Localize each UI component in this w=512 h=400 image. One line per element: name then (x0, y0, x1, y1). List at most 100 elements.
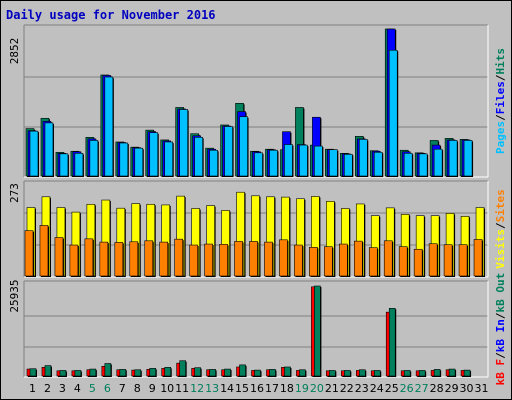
kb-out-bar (59, 370, 67, 377)
kb-out-bar (134, 369, 142, 377)
pages-bar (194, 137, 203, 177)
kb-out-bar (74, 370, 82, 377)
kb-out-bar (463, 369, 471, 377)
pages-bar (314, 145, 323, 177)
kb-out-bar (164, 367, 172, 377)
sites-bar (458, 244, 468, 277)
pages-bar (403, 153, 413, 177)
kb-out-bar (388, 308, 396, 377)
day-label: 15 (235, 382, 249, 395)
pages-bar (164, 141, 174, 177)
pages-bar (418, 153, 428, 177)
pages-bar (284, 144, 293, 177)
legend-entry: kB Out (494, 273, 507, 313)
sites-bar (309, 247, 318, 277)
day-label: 31 (475, 382, 489, 395)
pages-bar (388, 49, 398, 177)
day-label: 21 (325, 382, 339, 395)
kb-out-bar (448, 368, 456, 377)
sites-bar (339, 243, 348, 277)
y-max-label: 273 (8, 183, 21, 203)
sites-bar (204, 243, 213, 277)
day-label: 18 (280, 382, 294, 395)
kb-out-bar (179, 360, 186, 377)
day-label: 2 (44, 382, 51, 395)
sites-bar (398, 246, 408, 277)
sites-bar (473, 239, 483, 277)
pages-bar (433, 148, 443, 177)
day-label: 29 (445, 382, 459, 395)
day-label: 7 (119, 382, 126, 395)
legend-1: Visits/Sites (494, 189, 507, 269)
panel-background (24, 281, 488, 377)
legend-entry: Files (494, 81, 507, 114)
sites-bar (443, 244, 453, 277)
day-label: 6 (104, 382, 111, 395)
legend-separator: / (494, 352, 507, 359)
legend-entry: kB F (494, 359, 507, 386)
kb-out-bar (119, 369, 127, 377)
day-label: 23 (355, 382, 369, 395)
day-label: 24 (370, 382, 384, 395)
sites-bar (159, 241, 169, 277)
legend-entry: Sites (494, 189, 507, 222)
sites-bar (294, 244, 303, 277)
kb-out-bar (329, 370, 336, 377)
day-label: 9 (149, 382, 156, 395)
kb-out-bar (418, 370, 426, 377)
pages-bar (448, 140, 458, 177)
pages-bar (59, 153, 69, 177)
kb-out-bar (44, 365, 52, 377)
day-label: 12 (190, 382, 204, 395)
pages-bar (373, 151, 383, 177)
pages-bar (239, 116, 248, 177)
legend-entry: Visits (494, 229, 507, 269)
kb-out-bar (344, 370, 351, 377)
legend-separator: / (494, 74, 507, 81)
pages-bar (44, 122, 54, 177)
kb-out-bar (284, 366, 291, 377)
sites-bar (189, 244, 198, 277)
sites-bar (54, 237, 64, 277)
sites-bar (264, 241, 273, 277)
sites-bar (234, 241, 243, 277)
day-label: 11 (175, 382, 189, 395)
sites-bar (114, 242, 124, 277)
kb-out-bar (149, 368, 157, 377)
sites-bar (24, 230, 34, 277)
sites-bar (219, 244, 228, 277)
pages-bar (29, 130, 39, 177)
day-label: 25 (385, 382, 399, 395)
kb-out-bar (269, 369, 276, 377)
pages-bar (179, 109, 188, 177)
day-label: 14 (220, 382, 234, 395)
day-label: 8 (134, 382, 141, 395)
chart-title: Daily usage for November 2016 (6, 8, 216, 22)
sites-bar (324, 246, 333, 277)
day-label: 27 (415, 382, 429, 395)
pages-bar (269, 149, 278, 177)
pages-bar (119, 142, 129, 177)
legend-entry: Pages (494, 121, 507, 154)
day-label: 16 (250, 382, 264, 395)
kb-out-bar (433, 369, 441, 377)
pages-bar (358, 139, 368, 177)
legend-0: Pages/Files/Hits (494, 48, 507, 154)
pages-bar (299, 144, 308, 177)
kb-out-bar (403, 370, 411, 377)
day-label: 19 (295, 382, 309, 395)
kb-out-bar (194, 367, 201, 377)
kb-out-bar (224, 368, 231, 377)
sites-bar (413, 248, 423, 277)
day-label: 17 (265, 382, 279, 395)
kb-out-bar (254, 369, 261, 377)
sites-bar (368, 247, 378, 277)
y-max-label: 25935 (8, 279, 21, 312)
day-label: 10 (160, 382, 174, 395)
kb-out-bar (373, 370, 381, 377)
sites-bar (129, 241, 139, 277)
kb-out-bar (209, 369, 216, 377)
pages-bar (104, 76, 114, 177)
pages-bar (344, 154, 353, 177)
